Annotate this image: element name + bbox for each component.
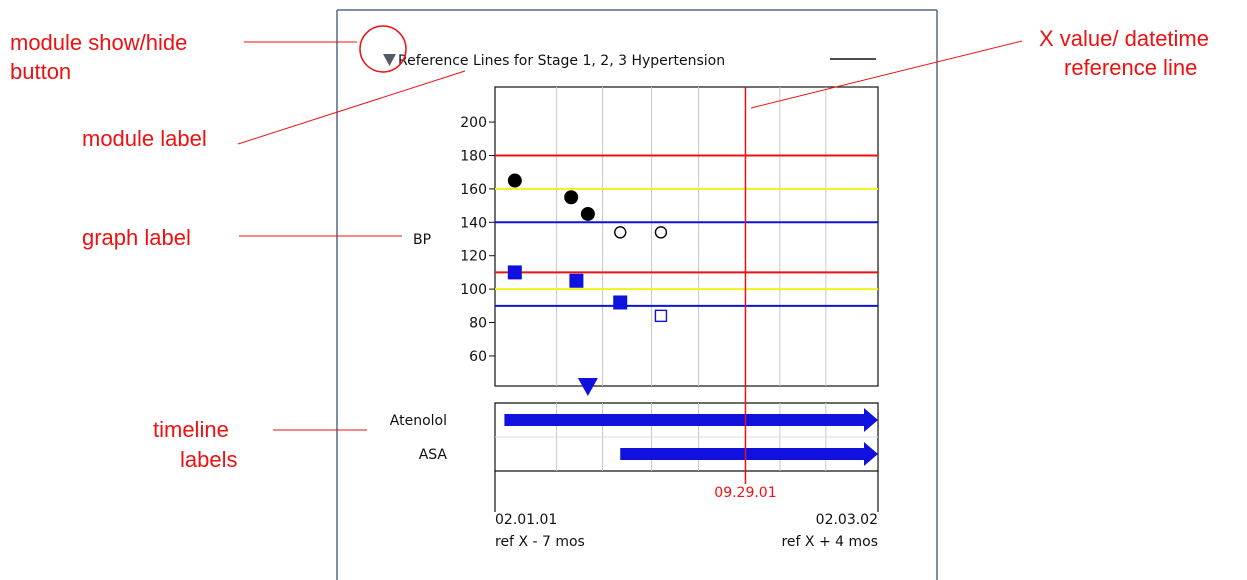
- bp-square-point: [613, 295, 628, 310]
- bp-open-circle-point: [654, 226, 668, 239]
- module-show-hide-button[interactable]: [383, 54, 396, 66]
- callout-graph-label: graph label: [82, 225, 191, 250]
- callout-timeline-labels-line2: labels: [180, 447, 237, 472]
- callout-show-hide-line1: module show/hide: [10, 30, 187, 55]
- x-start-date-label: 02.01.01: [495, 512, 557, 528]
- show-hide-highlight-circle: [359, 25, 407, 73]
- y-tick-label: 180: [460, 148, 487, 164]
- graph-label: BP: [413, 232, 431, 248]
- y-tick-label: 160: [460, 182, 487, 198]
- plot-area-frame: [494, 86, 879, 387]
- timeline-label-asa: ASA: [419, 447, 448, 463]
- bp-square-point: [569, 273, 584, 288]
- callout-timeline-labels-line1: timeline: [153, 417, 229, 442]
- x-start-relative-label: ref X - 7 mos: [495, 534, 585, 550]
- x-end-relative-label: ref X + 4 mos: [781, 534, 878, 550]
- callout-ref-line-leader: [750, 40, 1023, 109]
- timeline-label-atenolol: Atenolol: [390, 413, 447, 429]
- timeline-bar-atenolol: [504, 408, 878, 432]
- callout-show-hide-line2: button: [10, 59, 71, 84]
- timeline-bar-asa: [620, 442, 878, 466]
- timeline-bars: Atenolol ASA: [390, 408, 878, 466]
- bp-square-point: [507, 265, 522, 280]
- callout-ref-line-line2: reference line: [1064, 55, 1197, 80]
- y-tick-label: 60: [469, 349, 487, 365]
- y-tick-label: 100: [460, 282, 487, 298]
- bp-circle-point: [580, 206, 595, 221]
- callout-module-label: module label: [82, 126, 207, 151]
- bp-open-circle-point: [614, 226, 627, 239]
- callout-ref-line-line1: X value/ datetime: [1039, 26, 1209, 51]
- bp-circle-point: [564, 190, 579, 205]
- y-tick-label: 120: [460, 249, 487, 265]
- event-marker-triangle: [577, 378, 598, 396]
- y-axis: 200 180 160 140 120 100 80 60: [460, 115, 495, 365]
- event-marker-layer: [577, 378, 598, 396]
- bp-open-square-point: [654, 309, 668, 323]
- callout-module-label-leader: [237, 70, 466, 145]
- y-tick-label: 80: [469, 316, 487, 332]
- y-tick-label: 140: [460, 215, 487, 231]
- y-tick-label: 200: [460, 115, 487, 131]
- reference-date-label: 09.29.01: [714, 485, 776, 501]
- data-points: [507, 173, 668, 323]
- reference-lines: [495, 154, 878, 307]
- x-grid-lines: [556, 87, 827, 386]
- bp-circle-point: [507, 173, 522, 188]
- module-label: Reference Lines for Stage 1, 2, 3 Hypert…: [398, 53, 725, 69]
- x-end-date-label: 02.03.02: [816, 512, 878, 528]
- triangle-down-icon: [383, 54, 396, 66]
